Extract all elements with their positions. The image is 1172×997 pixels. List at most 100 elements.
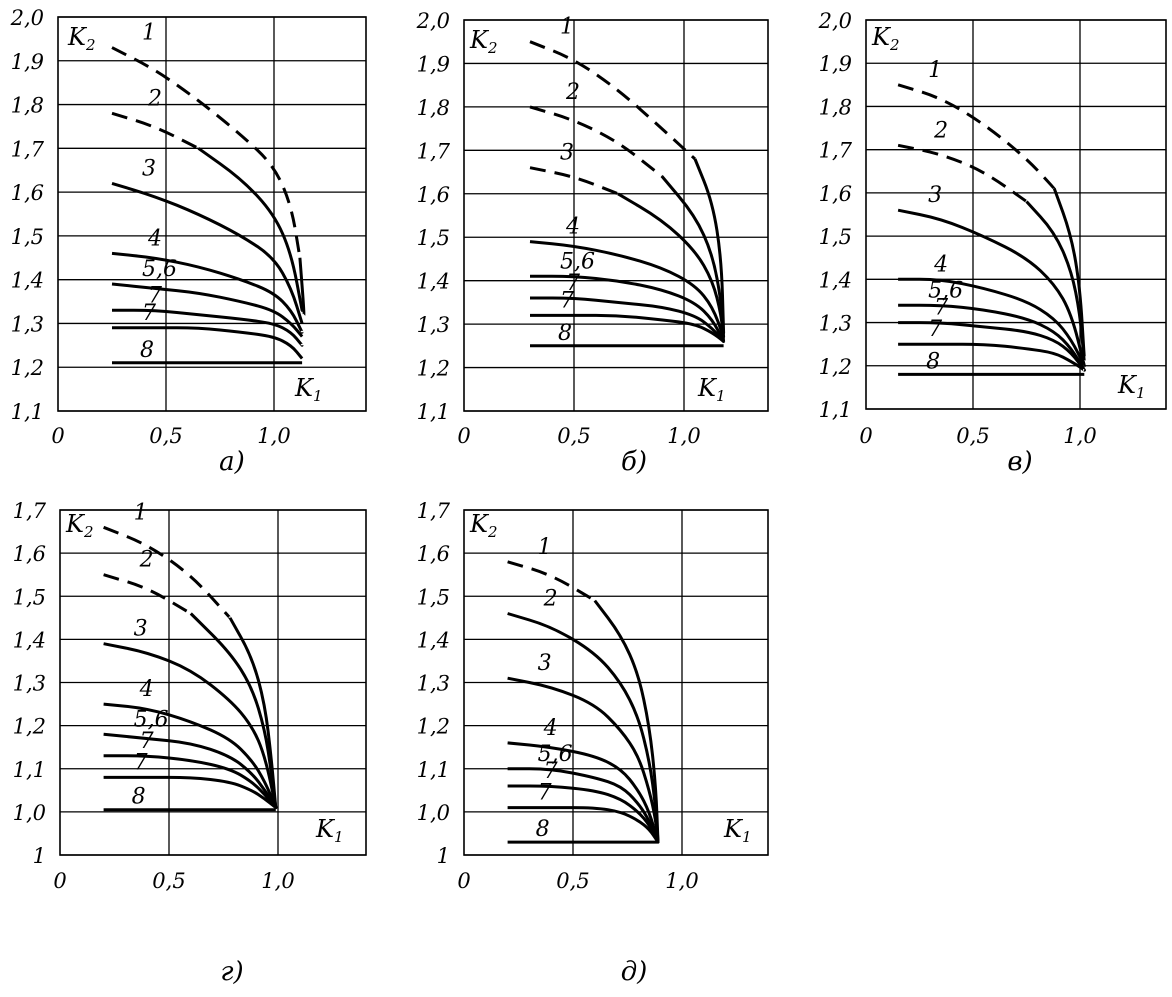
series-label: 8 <box>140 338 154 363</box>
x-tick-label: 0,5 <box>149 424 182 448</box>
y-tick-label: 1,0 <box>13 801 46 825</box>
y-tick-label: 1,8 <box>819 95 852 119</box>
series-label: 7 <box>928 317 942 342</box>
panel-caption: г) <box>220 957 243 987</box>
series-label: 5,6 <box>538 742 573 767</box>
y-tick-label: 1,1 <box>11 400 44 424</box>
series-label: 7 <box>566 271 580 296</box>
series-line-4 <box>898 277 1086 368</box>
x-tick-labels: 0 0,5 1,0 <box>53 869 294 893</box>
series-label: 7 <box>538 781 552 806</box>
y-tick-label: 1 <box>33 844 46 868</box>
series-label: 2 <box>543 587 558 612</box>
y-tick-label: 1,3 <box>417 313 450 337</box>
series-line-2-dashed <box>897 143 1028 203</box>
y-axis-label: K2 <box>67 23 95 54</box>
x-axis-label: K1 <box>315 815 343 846</box>
y-tick-label: 1,4 <box>417 628 450 652</box>
y-tick-label: 1,6 <box>417 542 450 566</box>
y-axis-label: K2 <box>469 510 497 541</box>
x-tick-label: 1,0 <box>257 424 290 448</box>
series-label: 7 <box>934 296 948 321</box>
y-tick-label: 1,4 <box>11 269 44 293</box>
y-tick-label: 1,2 <box>11 356 44 380</box>
y-tick-label: 1,6 <box>11 181 44 205</box>
chart-panel-4: 1 1,0 1,1 1,2 1,3 1,4 1,5 1,6 1,7 0 0,5 1,0 K2 K1 1 2 3 4… <box>13 499 367 987</box>
chart-panel-2: 1,1 1,2 1,3 1,4 1,5 1,6 1,7 1,8 1,9 2,0 0 0,5 1,0 K2 K… <box>416 9 769 477</box>
y-tick-label: 1,2 <box>417 357 450 381</box>
plot-frame <box>59 509 367 856</box>
series-line-4 <box>529 240 726 338</box>
series-line-1 <box>298 257 306 317</box>
series-line-6 <box>112 308 304 347</box>
chart-panel-5: 1 1,0 1,1 1,2 1,3 1,4 1,5 1,6 1,7 0 0,5 1,0 K2 K1 1 2 3 4… <box>417 499 769 987</box>
y-tick-label: 1,7 <box>819 139 853 163</box>
y-tick-label: 1,7 <box>13 499 47 523</box>
series-line-3-dashed <box>529 166 619 196</box>
x-tick-label: 1,0 <box>665 869 698 893</box>
y-tick-label: 1,6 <box>13 542 46 566</box>
series-label: 8 <box>536 817 550 842</box>
series-label: 7 <box>142 301 156 326</box>
y-tick-label: 1,2 <box>819 355 852 379</box>
y-tick-label: 1,5 <box>819 225 852 249</box>
y-tick-label: 1,5 <box>417 226 450 250</box>
x-tick-labels: 0 0,5 1,0 <box>457 869 698 893</box>
series-line-2-dashed <box>111 111 200 150</box>
y-tick-label: 1,1 <box>13 758 46 782</box>
series-line-2 <box>197 147 304 312</box>
chart-panel-1: 1,1 1,2 1,3 1,4 1,5 1,6 1,7 1,8 1,9 2,0 0 0,5 1,0 K2 K… <box>10 6 367 477</box>
x-tick-label: 0,5 <box>557 424 590 448</box>
series-label: 2 <box>565 80 580 105</box>
series-label: 2 <box>147 86 162 111</box>
plot-frame <box>463 19 769 412</box>
series-label: 4 <box>565 215 580 240</box>
x-tick-label: 0 <box>859 424 872 448</box>
series-label: 7 <box>140 729 154 754</box>
y-tick-labels: 1 1,0 1,1 1,2 1,3 1,4 1,5 1,6 1,7 <box>417 499 451 868</box>
series-label: 4 <box>139 677 154 702</box>
y-tick-label: 1,4 <box>819 268 852 292</box>
series-label: 3 <box>538 651 552 676</box>
series-label: 4 <box>147 226 162 251</box>
series-line-3 <box>897 208 1086 368</box>
series-label: 3 <box>134 617 148 642</box>
grid <box>866 19 1166 410</box>
y-tick-label: 1,2 <box>417 715 450 739</box>
x-tick-label: 0 <box>51 424 64 448</box>
y-tick-label: 1,5 <box>13 585 46 609</box>
y-tick-label: 1,8 <box>417 96 450 120</box>
panel-caption: а) <box>219 447 245 477</box>
series-line-5 <box>507 767 660 844</box>
chart-panel-3: 1,1 1,2 1,3 1,4 1,5 1,6 1,7 1,8 1,9 2,0 0 0,5 1,0 K2 K… <box>818 9 1167 477</box>
x-tick-label: 0 <box>53 869 66 893</box>
series-line-2-dashed <box>529 105 663 178</box>
series-line-7 <box>507 806 660 844</box>
x-tick-label: 1,0 <box>667 424 700 448</box>
series-label: 1 <box>560 15 574 40</box>
series-label: 1 <box>928 58 942 83</box>
series-line-1-dashed <box>897 83 1056 190</box>
y-tick-label: 1,8 <box>11 94 44 118</box>
series-label: 3 <box>560 141 574 166</box>
series-line-6 <box>898 321 1086 372</box>
y-axis-label: K2 <box>871 23 899 54</box>
y-tick-label: 2,0 <box>10 6 44 30</box>
series-line-1-dashed <box>111 46 302 259</box>
panel-caption: д) <box>621 957 648 987</box>
series-line-2 <box>1025 200 1086 363</box>
series-label: 2 <box>933 118 948 143</box>
series-line-6 <box>507 784 660 844</box>
y-tick-label: 1,4 <box>417 270 450 294</box>
series-line-3 <box>111 181 304 324</box>
grid <box>464 19 768 412</box>
y-tick-label: 1,1 <box>417 758 450 782</box>
series-line-1-dashed <box>507 560 597 603</box>
y-tick-label: 1,7 <box>417 139 451 163</box>
y-tick-label: 1,3 <box>417 672 450 696</box>
y-tick-label: 1,7 <box>417 499 451 523</box>
